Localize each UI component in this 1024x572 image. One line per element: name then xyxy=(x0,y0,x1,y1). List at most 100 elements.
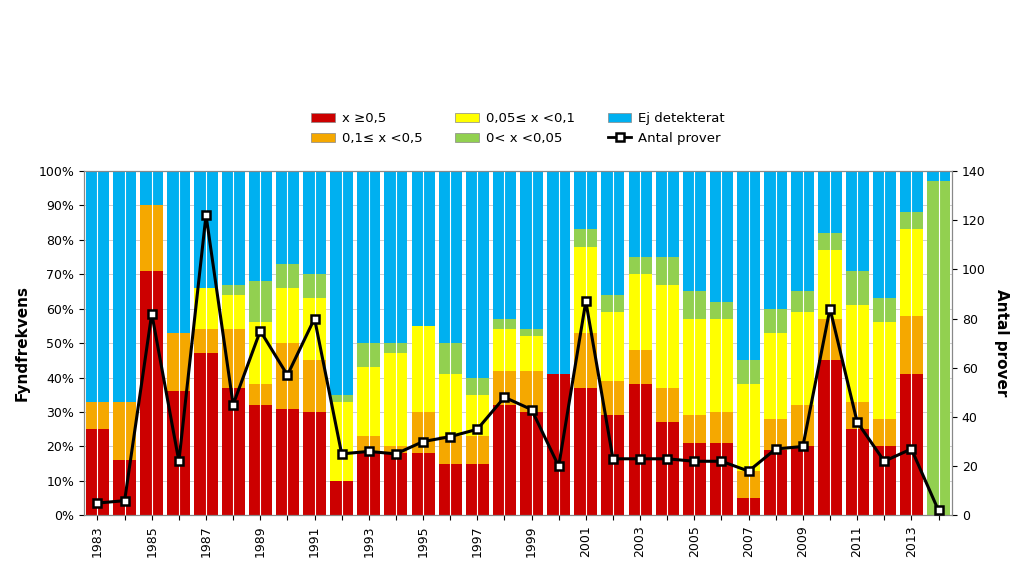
Bar xyxy=(86,429,109,515)
Bar xyxy=(846,271,868,305)
Bar xyxy=(412,412,434,454)
Bar xyxy=(846,305,868,402)
Bar xyxy=(412,326,434,412)
Bar xyxy=(438,464,462,515)
Bar xyxy=(683,443,706,515)
Bar xyxy=(872,323,896,419)
Bar xyxy=(792,171,814,292)
Bar xyxy=(710,171,733,302)
Bar xyxy=(384,454,408,515)
Bar xyxy=(737,498,760,515)
Bar xyxy=(86,402,109,429)
Bar xyxy=(303,299,326,360)
Bar xyxy=(683,292,706,319)
Bar xyxy=(249,281,271,323)
Bar xyxy=(167,333,190,391)
Bar xyxy=(275,171,299,264)
Bar xyxy=(900,229,923,316)
Bar xyxy=(737,471,760,498)
Bar xyxy=(683,171,706,292)
Bar xyxy=(927,181,950,515)
Bar xyxy=(330,395,353,402)
Bar xyxy=(466,464,488,515)
Bar xyxy=(818,319,842,360)
Bar xyxy=(249,384,271,405)
Bar xyxy=(710,412,733,443)
Bar xyxy=(412,171,434,326)
Bar xyxy=(900,316,923,374)
Bar xyxy=(710,302,733,319)
Bar xyxy=(520,336,543,371)
Bar xyxy=(140,271,163,515)
Bar xyxy=(493,329,516,371)
Bar xyxy=(412,454,434,515)
Bar xyxy=(195,171,217,288)
Bar xyxy=(764,333,787,419)
Bar xyxy=(195,288,217,329)
Bar xyxy=(520,329,543,336)
Bar xyxy=(629,350,651,384)
Bar xyxy=(493,171,516,319)
Bar xyxy=(384,171,408,343)
Bar xyxy=(818,360,842,515)
Bar xyxy=(140,205,163,271)
Bar xyxy=(764,309,787,333)
Bar xyxy=(275,343,299,408)
Bar xyxy=(574,333,597,388)
Bar xyxy=(438,436,462,464)
Bar xyxy=(384,343,408,353)
Bar xyxy=(818,233,842,250)
Bar xyxy=(86,171,109,402)
Bar xyxy=(221,329,245,388)
Bar xyxy=(221,295,245,329)
Bar xyxy=(683,319,706,415)
Bar xyxy=(900,212,923,229)
Bar xyxy=(493,319,516,329)
Bar xyxy=(384,447,408,454)
Bar xyxy=(737,171,760,360)
Bar xyxy=(792,312,814,405)
Bar xyxy=(330,402,353,481)
Bar xyxy=(900,171,923,212)
Bar xyxy=(249,405,271,515)
Bar xyxy=(167,391,190,515)
Bar xyxy=(249,323,271,384)
Bar xyxy=(574,247,597,333)
Bar xyxy=(683,415,706,443)
Bar xyxy=(249,171,271,281)
Bar xyxy=(574,388,597,515)
Bar xyxy=(601,171,625,295)
Bar xyxy=(872,171,896,299)
Bar xyxy=(466,171,488,378)
Bar xyxy=(655,284,679,388)
Bar xyxy=(466,378,488,395)
Bar xyxy=(113,460,136,515)
Bar xyxy=(303,360,326,412)
Bar xyxy=(330,171,353,395)
Bar xyxy=(357,454,380,515)
Bar xyxy=(601,415,625,515)
Bar xyxy=(221,171,245,284)
Bar xyxy=(737,360,760,384)
Bar xyxy=(655,257,679,284)
Bar xyxy=(846,402,868,429)
Bar xyxy=(601,295,625,312)
Bar xyxy=(520,371,543,412)
Bar xyxy=(710,319,733,412)
Legend: x ≥0,5, 0,1≤ x <0,5, 0,05≤ x <0,1, 0< x <0,05, Ej detekterat, Antal prover: x ≥0,5, 0,1≤ x <0,5, 0,05≤ x <0,1, 0< x … xyxy=(307,109,729,149)
Bar xyxy=(438,171,462,343)
Bar xyxy=(140,171,163,205)
Bar xyxy=(846,429,868,515)
Bar xyxy=(629,384,651,515)
Bar xyxy=(357,171,380,343)
Bar xyxy=(764,419,787,450)
Bar xyxy=(927,171,950,181)
Bar xyxy=(466,436,488,464)
Bar xyxy=(900,374,923,515)
Bar xyxy=(520,171,543,329)
Bar xyxy=(574,229,597,247)
Bar xyxy=(303,412,326,515)
Bar xyxy=(737,384,760,471)
Bar xyxy=(574,171,597,229)
Bar xyxy=(601,312,625,381)
